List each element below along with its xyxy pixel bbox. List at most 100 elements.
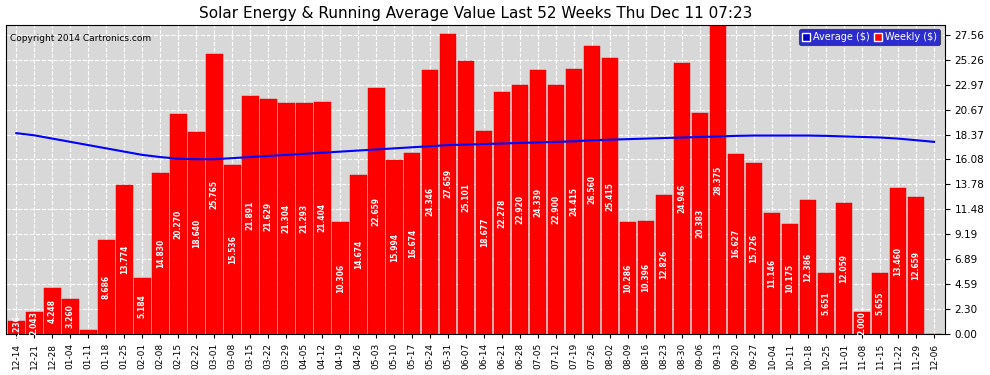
Bar xyxy=(314,102,331,334)
Text: 4.248: 4.248 xyxy=(48,299,56,323)
Bar xyxy=(422,70,439,334)
Text: 15.726: 15.726 xyxy=(749,234,758,263)
Bar xyxy=(188,132,205,334)
Text: 16.627: 16.627 xyxy=(732,229,741,258)
Text: 22.900: 22.900 xyxy=(551,195,560,224)
Text: 8.686: 8.686 xyxy=(102,275,111,299)
Bar xyxy=(655,195,672,334)
Text: 10.306: 10.306 xyxy=(336,264,345,293)
Text: 13.774: 13.774 xyxy=(120,244,129,274)
Text: 21.629: 21.629 xyxy=(263,202,273,231)
Bar xyxy=(476,131,492,334)
Text: 13.460: 13.460 xyxy=(894,246,903,276)
Bar xyxy=(584,46,601,334)
Bar xyxy=(368,88,384,334)
Text: 20.383: 20.383 xyxy=(696,209,705,238)
Text: 5.184: 5.184 xyxy=(138,294,147,318)
Bar xyxy=(908,196,925,334)
Bar xyxy=(818,273,835,334)
Bar xyxy=(872,273,888,334)
Text: 1.236: 1.236 xyxy=(12,315,21,339)
Text: 10.286: 10.286 xyxy=(624,264,633,293)
Text: 18.640: 18.640 xyxy=(192,218,201,248)
Bar xyxy=(458,62,474,334)
Bar xyxy=(296,103,313,334)
Text: 15.994: 15.994 xyxy=(390,233,399,262)
Text: 22.659: 22.659 xyxy=(371,196,381,226)
Bar xyxy=(349,175,366,334)
Text: 27.659: 27.659 xyxy=(444,170,452,198)
Bar xyxy=(530,70,546,334)
Bar xyxy=(710,26,727,334)
Bar xyxy=(206,54,223,334)
Bar xyxy=(386,160,403,334)
Text: 12.386: 12.386 xyxy=(804,252,813,282)
Text: 18.677: 18.677 xyxy=(480,218,489,248)
Bar xyxy=(566,69,582,334)
Bar xyxy=(152,173,168,334)
Text: 25.765: 25.765 xyxy=(210,180,219,209)
Text: 14.674: 14.674 xyxy=(353,240,362,269)
Text: 20.270: 20.270 xyxy=(174,209,183,238)
Bar xyxy=(728,153,744,334)
Bar xyxy=(692,113,709,334)
Text: 11.146: 11.146 xyxy=(767,259,776,288)
Bar xyxy=(116,184,133,334)
Text: 2.000: 2.000 xyxy=(857,311,866,335)
Bar xyxy=(800,200,817,334)
Bar xyxy=(170,114,186,334)
Legend: Average ($), Weekly ($): Average ($), Weekly ($) xyxy=(799,29,940,45)
Bar xyxy=(836,203,852,334)
Bar xyxy=(242,96,258,334)
Text: 12.059: 12.059 xyxy=(840,254,848,283)
Text: 21.293: 21.293 xyxy=(300,204,309,233)
Text: 28.375: 28.375 xyxy=(714,165,723,195)
Bar xyxy=(745,163,762,334)
Text: 26.560: 26.560 xyxy=(588,176,597,204)
Text: 22.920: 22.920 xyxy=(516,195,525,224)
Bar xyxy=(620,222,637,334)
Bar xyxy=(260,99,276,334)
Text: 21.891: 21.891 xyxy=(246,201,254,230)
Bar xyxy=(45,288,60,334)
Bar xyxy=(80,330,97,334)
Text: 24.346: 24.346 xyxy=(426,188,435,216)
Bar xyxy=(332,222,348,334)
Text: 5.655: 5.655 xyxy=(875,292,885,315)
Text: 10.175: 10.175 xyxy=(786,264,795,294)
Text: 5.651: 5.651 xyxy=(822,292,831,315)
Text: 14.830: 14.830 xyxy=(155,239,164,268)
Bar xyxy=(547,86,564,334)
Text: 2.043: 2.043 xyxy=(30,311,39,335)
Bar xyxy=(62,299,78,334)
Text: Copyright 2014 Cartronics.com: Copyright 2014 Cartronics.com xyxy=(10,34,151,43)
Bar xyxy=(512,85,529,334)
Bar xyxy=(26,312,43,334)
Bar xyxy=(224,165,241,334)
Text: 24.946: 24.946 xyxy=(677,184,687,213)
Text: 16.674: 16.674 xyxy=(408,229,417,258)
Text: 24.339: 24.339 xyxy=(534,188,543,216)
Bar xyxy=(890,188,906,334)
Bar xyxy=(98,240,115,334)
Title: Solar Energy & Running Average Value Last 52 Weeks Thu Dec 11 07:23: Solar Energy & Running Average Value Las… xyxy=(199,6,751,21)
Text: 21.404: 21.404 xyxy=(318,203,327,232)
Bar xyxy=(8,321,25,334)
Text: 12.826: 12.826 xyxy=(659,250,668,279)
Bar xyxy=(134,278,150,334)
Bar xyxy=(278,103,295,334)
Bar xyxy=(782,224,798,334)
Text: 24.415: 24.415 xyxy=(569,187,579,216)
Bar xyxy=(602,58,619,334)
Text: 25.415: 25.415 xyxy=(606,182,615,210)
Bar xyxy=(764,213,780,334)
Bar xyxy=(440,34,456,334)
Text: 22.278: 22.278 xyxy=(498,198,507,228)
Bar xyxy=(638,221,654,334)
Text: 15.536: 15.536 xyxy=(228,236,237,264)
Text: 12.659: 12.659 xyxy=(912,251,921,280)
Bar xyxy=(853,312,870,334)
Text: 21.304: 21.304 xyxy=(282,204,291,233)
Bar xyxy=(674,63,690,334)
Text: 3.260: 3.260 xyxy=(65,304,75,328)
